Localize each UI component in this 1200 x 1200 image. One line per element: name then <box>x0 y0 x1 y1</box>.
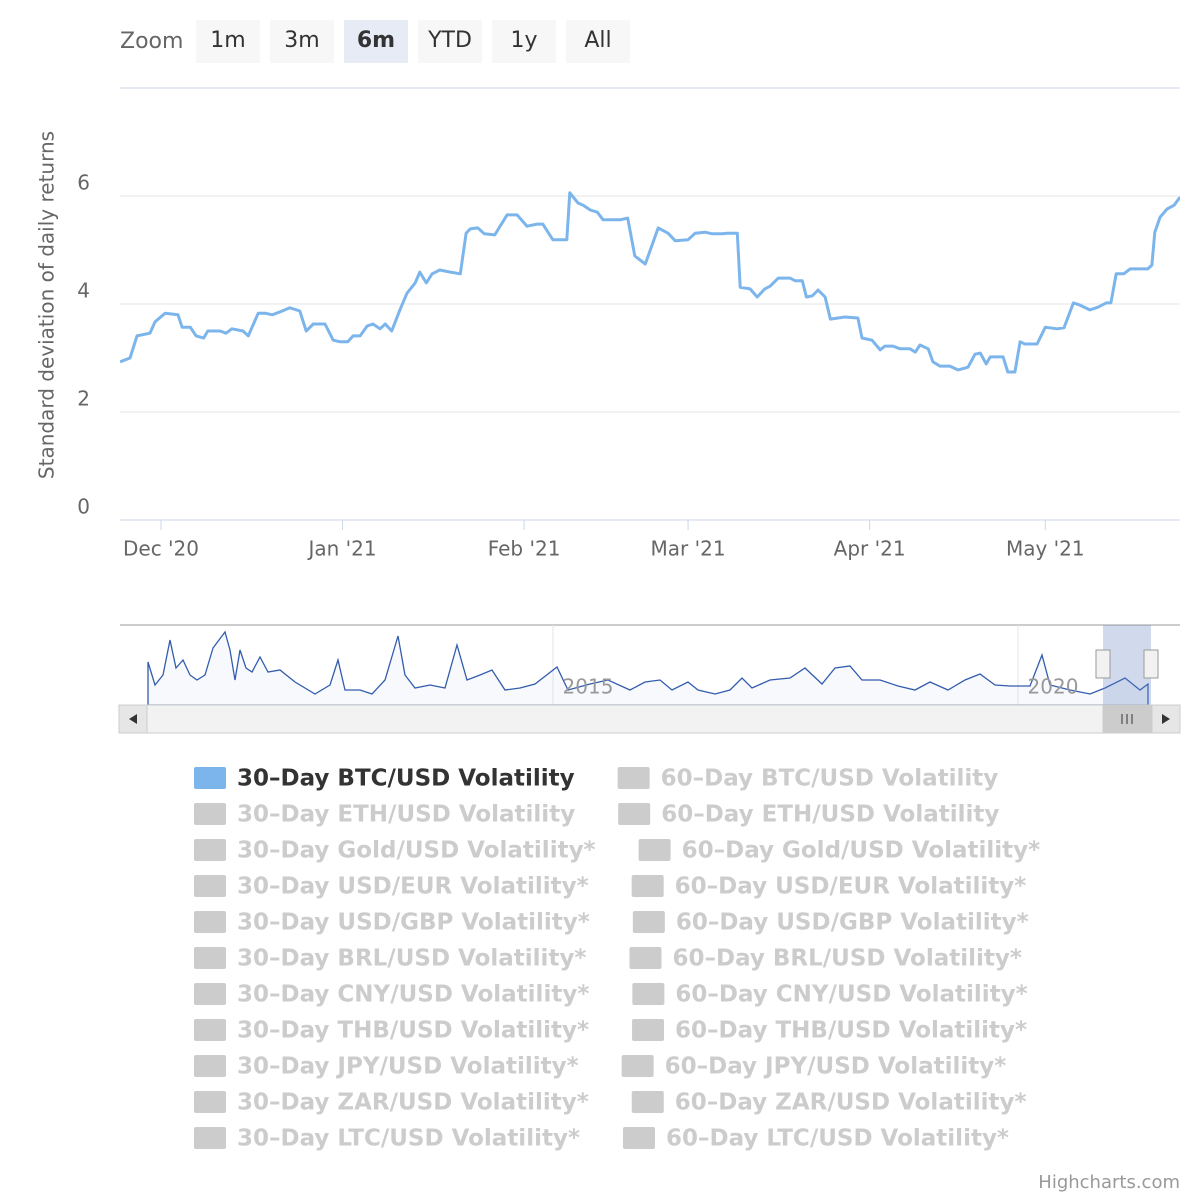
zoom-button-label: All <box>584 28 611 53</box>
legend-label[interactable]: 60–Day USD/GBP Volatility* <box>676 910 1029 936</box>
x-tick-label: Mar '21 <box>651 537 726 561</box>
x-tick-label: May '21 <box>1006 537 1085 561</box>
legend-swatch[interactable] <box>638 839 671 861</box>
legend-label[interactable]: 60–Day BRL/USD Volatility* <box>672 946 1021 972</box>
legend-swatch[interactable] <box>194 839 226 861</box>
legend-swatch[interactable] <box>194 911 226 933</box>
y-tick-label: 2 <box>77 387 90 411</box>
legend-swatch[interactable] <box>631 1091 664 1113</box>
legend-swatch[interactable] <box>617 767 650 789</box>
navigator-label: 2020 <box>1028 675 1079 699</box>
legend-swatch[interactable] <box>194 1019 226 1041</box>
legend-label[interactable]: 60–Day CNY/USD Volatility* <box>675 982 1027 1008</box>
legend-swatch[interactable] <box>622 1127 655 1149</box>
legend-label[interactable]: 60–Day Gold/USD Volatility* <box>682 838 1041 864</box>
legend-swatch[interactable] <box>629 947 662 969</box>
zoom-button-label: YTD <box>427 28 472 53</box>
navigator-handle[interactable] <box>1095 649 1111 679</box>
navigator-selection[interactable] <box>1103 625 1151 705</box>
arrow-icon <box>1162 714 1170 724</box>
y-tick-label: 0 <box>77 495 90 519</box>
legend-swatch[interactable] <box>194 1055 226 1077</box>
zoom-button[interactable] <box>566 20 630 63</box>
legend-label[interactable]: 30–Day USD/GBP Volatility* <box>237 910 590 936</box>
zoom-button-label: 3m <box>284 28 319 53</box>
legend-label[interactable]: 30–Day THB/USD Volatility* <box>237 1018 589 1044</box>
legend-swatch[interactable] <box>194 1127 226 1149</box>
navigator-handle[interactable] <box>1143 649 1159 679</box>
legend-label[interactable]: 30–Day LTC/USD Volatility* <box>237 1126 580 1152</box>
legend-swatch[interactable] <box>618 803 651 825</box>
y-axis-title: Standard deviation of daily returns <box>35 131 59 479</box>
y-tick-label: 6 <box>77 171 90 195</box>
arrow-icon <box>129 714 137 724</box>
zoom-button[interactable] <box>196 20 260 63</box>
zoom-button[interactable] <box>270 20 334 63</box>
zoom-button[interactable] <box>418 20 482 63</box>
series-line <box>120 191 1180 374</box>
legend-swatch[interactable] <box>632 983 665 1005</box>
legend-label[interactable]: 60–Day BTC/USD Volatility <box>661 766 999 792</box>
legend-swatch[interactable] <box>194 983 226 1005</box>
x-tick-label: Dec '20 <box>123 537 199 561</box>
legend-label[interactable]: 30–Day JPY/USD Volatility* <box>237 1054 579 1080</box>
legend-label[interactable]: 60–Day JPY/USD Volatility* <box>665 1054 1007 1080</box>
zoom-button[interactable] <box>344 20 408 63</box>
legend-label[interactable]: 30–Day BRL/USD Volatility* <box>237 946 586 972</box>
legend-swatch[interactable] <box>621 1055 654 1077</box>
legend-label[interactable]: 60–Day USD/EUR Volatility* <box>675 874 1027 900</box>
navigator-series <box>147 630 1149 706</box>
legend-label[interactable]: 30–Day CNY/USD Volatility* <box>237 982 589 1008</box>
x-tick-label: Apr '21 <box>834 537 906 561</box>
legend-swatch[interactable] <box>631 875 664 897</box>
zoom-button[interactable] <box>492 20 556 63</box>
legend-label[interactable]: 30–Day BTC/USD Volatility <box>237 766 575 792</box>
zoom-button-label: 1m <box>210 28 245 53</box>
legend-label[interactable]: 60–Day LTC/USD Volatility* <box>666 1126 1009 1152</box>
legend-label[interactable]: 30–Day USD/EUR Volatility* <box>237 874 589 900</box>
zoom-button-label: 1y <box>510 28 537 53</box>
legend-swatch[interactable] <box>632 1019 665 1041</box>
navigator-label: 2015 <box>563 675 614 699</box>
credits[interactable]: Highcharts.com <box>1038 1172 1180 1193</box>
zoom-button-label: 6m <box>357 28 395 53</box>
legend-label[interactable]: 60–Day THB/USD Volatility* <box>675 1018 1027 1044</box>
navigator-bg <box>120 625 1180 705</box>
legend-label[interactable]: 30–Day ETH/USD Volatility <box>237 802 575 828</box>
grip-icon <box>1121 714 1133 724</box>
legend-swatch[interactable] <box>194 803 226 825</box>
legend-swatch[interactable] <box>632 911 665 933</box>
x-tick-label: Feb '21 <box>488 537 561 561</box>
y-tick-label: 4 <box>77 279 90 303</box>
legend-label[interactable]: 60–Day ETH/USD Volatility <box>661 802 999 828</box>
legend-swatch[interactable] <box>194 1091 226 1113</box>
legend-label[interactable]: 30–Day ZAR/USD Volatility* <box>237 1090 589 1116</box>
legend-label[interactable]: 30–Day Gold/USD Volatility* <box>237 838 596 864</box>
legend-swatch[interactable] <box>194 767 226 789</box>
legend-swatch[interactable] <box>194 947 226 969</box>
legend-swatch[interactable] <box>194 875 226 897</box>
legend-label[interactable]: 60–Day ZAR/USD Volatility* <box>675 1090 1027 1116</box>
zoom-label: Zoom <box>120 29 183 54</box>
scrollbar-track[interactable] <box>118 704 1181 734</box>
plot <box>120 191 1180 374</box>
x-tick-label: Jan '21 <box>306 537 376 561</box>
navigator: 2015 2020 <box>118 624 1181 734</box>
